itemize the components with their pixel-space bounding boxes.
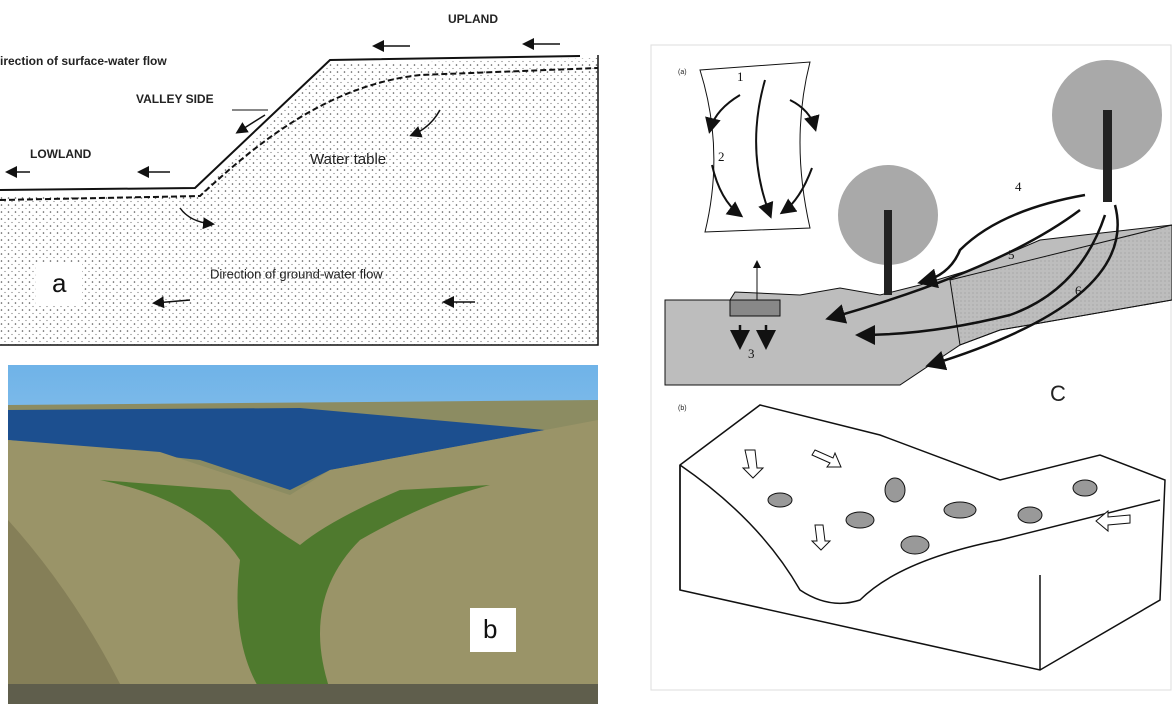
lake: [8, 408, 545, 490]
flow-arrows: [5, 38, 560, 309]
flow-paths: [730, 193, 1119, 371]
wetlands: [767, 477, 1098, 555]
number: 2: [718, 149, 725, 164]
valley-side-label: VALLEY SIDE: [136, 92, 214, 106]
panel-label: b: [483, 614, 497, 644]
ground-flow-label: Direction of ground-water flow: [210, 266, 383, 281]
sub-label: (b): [678, 405, 687, 412]
cycle-box: [699, 61, 811, 233]
cycle-arrows: [705, 79, 820, 219]
land-surface: [0, 55, 581, 191]
number: 1: [737, 69, 744, 84]
water-table-label: Water table: [310, 151, 386, 168]
upland-label: UPLAND: [448, 12, 498, 26]
frame: [0, 55, 599, 346]
panel-c: (a) 1 2 3 4 5 6 C (b): [650, 44, 1172, 691]
label-box: [36, 262, 82, 306]
water-table-line: [0, 67, 599, 201]
shadow: [8, 684, 598, 704]
number: 3: [748, 346, 755, 361]
vegetation: [100, 480, 490, 690]
ground: [0, 58, 598, 345]
panel-a: UPLAND irection of surface-water flow VA…: [0, 12, 599, 346]
tree: [838, 60, 1162, 295]
number: 5: [1008, 247, 1015, 262]
sub-label: (a): [678, 69, 687, 76]
label-box: [470, 608, 516, 652]
block-arrows: [741, 449, 1131, 551]
panel-b: b: [8, 365, 598, 704]
lowland-label: LOWLAND: [30, 147, 92, 161]
pond: [729, 299, 781, 317]
number: 4: [1015, 179, 1022, 194]
panel-label: C: [1050, 381, 1066, 406]
surface-flow-label: irection of surface-water flow: [0, 54, 167, 68]
foreground: [8, 520, 130, 704]
number: 6: [1075, 283, 1082, 298]
panel-label: a: [52, 268, 67, 298]
